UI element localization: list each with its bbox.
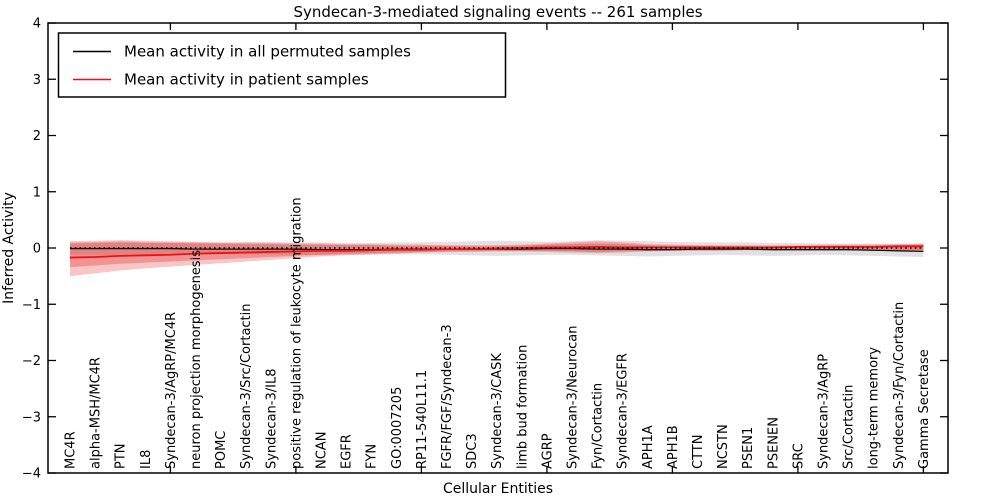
legend-box [57, 32, 507, 98]
x-category-label: Syndecan-3/Src/Cortactin [239, 303, 254, 469]
x-category-label: FGFR/FGF/Syndecan-3 [440, 324, 455, 469]
plot-border [47, 22, 949, 474]
x-category-label: POMC [214, 431, 229, 469]
x-category-label: Syndecan-3/Fyn/Cortactin [892, 302, 907, 469]
x-category-label: GO:0007205 [390, 387, 405, 469]
patient-mean-line [69, 245, 924, 259]
chart-title: Syndecan-3-mediated signaling events -- … [293, 3, 702, 21]
y-axis-label: Inferred Activity [1, 192, 17, 304]
x-category-label: APH1A [641, 425, 656, 469]
y-tick-label: −4 [22, 467, 41, 482]
x-category-label: MC4R [64, 431, 79, 469]
x-category-label: Syndecan-3/EGFR [616, 353, 631, 469]
x-category-label: Syndecan-3/AgRP/MC4R [164, 312, 179, 469]
x-category-label: alpha-MSH/MC4R [89, 357, 104, 469]
x-axis-label: Cellular Entities [443, 481, 553, 497]
x-category-label: positive regulation of leukocyte migrati… [289, 197, 304, 469]
x-category-label: PSEN1 [741, 427, 756, 469]
x-category-label: NCAN [315, 432, 330, 469]
x-category-label: FYN [365, 444, 380, 469]
legend-label-permuted: Mean activity in all permuted samples [124, 43, 411, 61]
legend: Mean activity in all permuted samples Me… [57, 32, 507, 98]
x-category-label: Fyn/Cortactin [591, 383, 606, 469]
y-tick-label: −1 [22, 298, 41, 313]
y-tick-label: 1 [33, 185, 41, 200]
x-category-label: Syndecan-3/IL8 [264, 369, 279, 469]
x-category-label: IL8 [139, 450, 154, 469]
x-category-label: APH1B [666, 425, 681, 469]
y-tick-label: −3 [22, 410, 41, 425]
x-category-label: CTTN [691, 435, 706, 469]
y-tick-label: 2 [33, 129, 41, 144]
x-category-label: Syndecan-3/Neurocan [566, 326, 581, 469]
axes: −4 −3 −2 −1 0 1 2 3 4 MC4R alpha-MSH/MC4R PTN IL8 Syn… [22, 17, 948, 482]
x-category-label: PSENEN [766, 417, 781, 469]
x-category-label: Syndecan-3/AgRP [817, 354, 832, 469]
y-tick-label: 3 [33, 73, 41, 88]
x-category-label: RP11-540L11.1 [415, 370, 430, 469]
x-category-label: NCSTN [716, 424, 731, 469]
legend-label-patient: Mean activity in patient samples [124, 71, 369, 89]
x-category-label: Gamma Secretase [917, 349, 932, 469]
y-tick-label: −2 [22, 354, 41, 369]
series-lines [69, 245, 924, 259]
y-tick-label: 4 [33, 17, 41, 32]
x-category-label: neuron projection morphogenesis [189, 250, 204, 469]
x-category-label: AGRP [540, 433, 555, 469]
x-category-label: SDC3 [465, 433, 480, 469]
y-tick-label: 0 [33, 242, 41, 257]
x-category-label: limb bud formation [515, 345, 530, 469]
x-category-label: Src/Cortactin [842, 385, 857, 469]
x-category-label: Syndecan-3/CASK [490, 353, 505, 469]
x-category-label: SRC [791, 443, 806, 469]
x-category-label: EGFR [340, 434, 355, 469]
x-category-label: PTN [114, 443, 129, 469]
x-category-label: long-term memory [867, 347, 882, 469]
